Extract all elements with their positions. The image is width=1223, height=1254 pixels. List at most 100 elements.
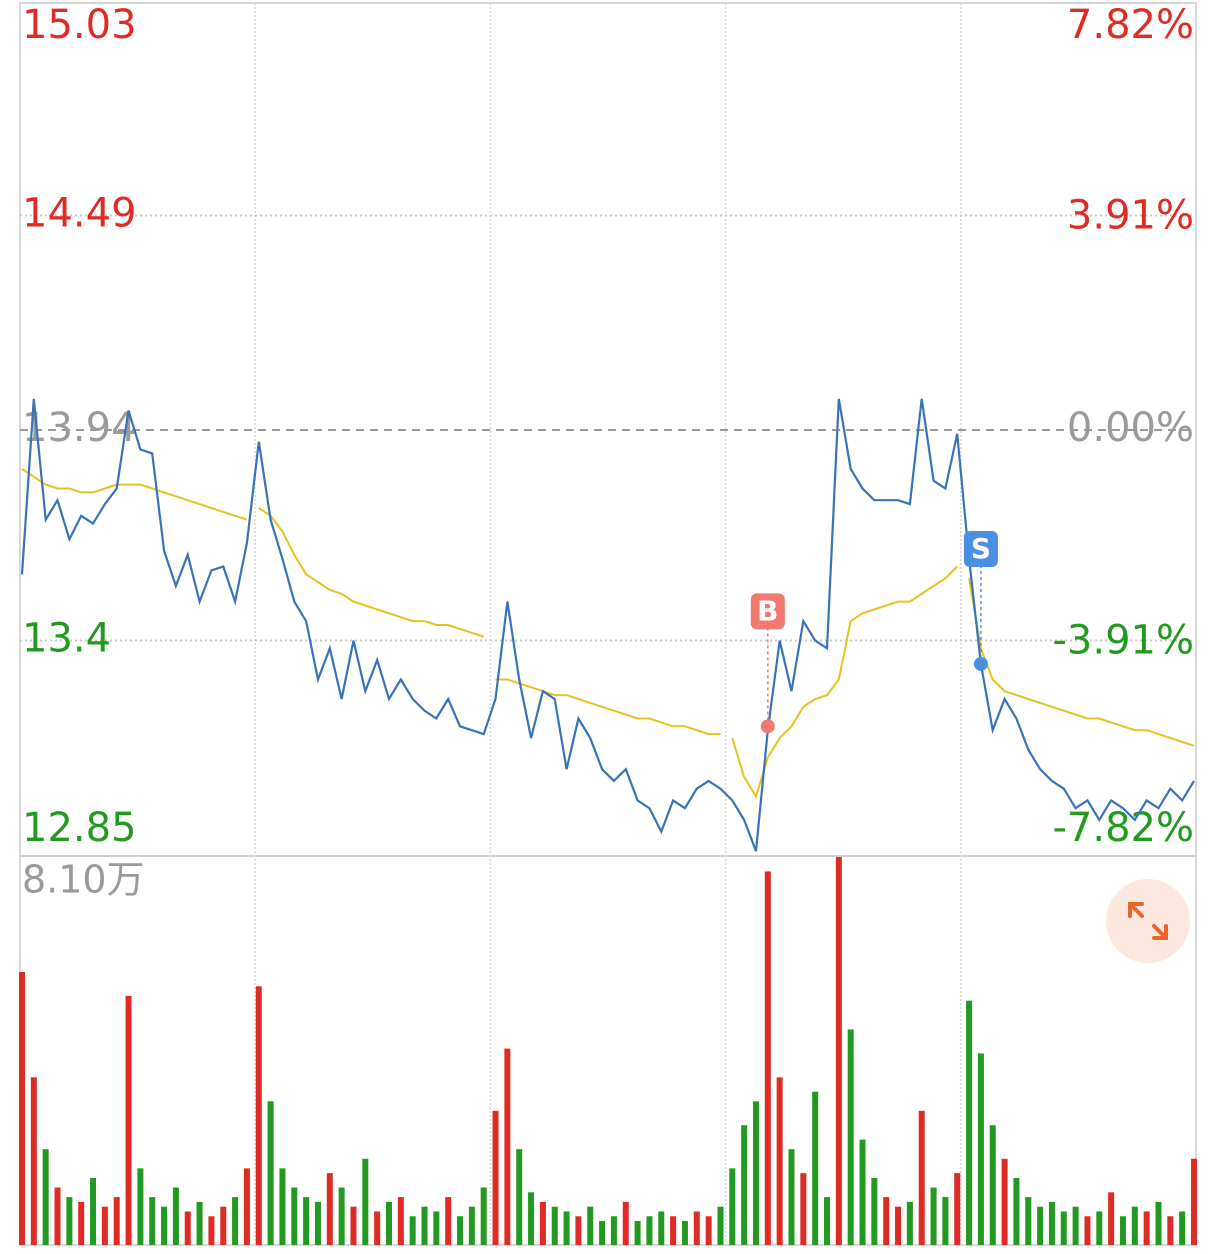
volume-bar	[243, 1168, 250, 1245]
expand-button[interactable]	[1106, 879, 1190, 963]
volume-bar	[717, 1206, 724, 1245]
volume-bar	[279, 1168, 286, 1245]
volume-tick-label: 8.10万	[22, 858, 145, 902]
volume-bar	[492, 1110, 499, 1245]
y-tick-label: 12.85	[22, 805, 137, 851]
trade-badge	[750, 593, 785, 630]
volume-bar	[1001, 1158, 1008, 1245]
volume-bar	[670, 1216, 677, 1245]
volume-bar	[622, 1201, 629, 1245]
volume-bar	[1143, 1211, 1150, 1245]
volume-bar	[942, 1197, 949, 1245]
volume-bar	[705, 1216, 712, 1245]
average-line	[968, 578, 1195, 747]
volume-bar	[729, 1168, 736, 1245]
volume-bar	[54, 1187, 61, 1245]
volume-bar	[1131, 1206, 1138, 1245]
volume-bar	[480, 1187, 487, 1245]
volume-bar	[90, 1177, 97, 1245]
volume-bar	[883, 1197, 890, 1245]
volume-bar	[1096, 1211, 1103, 1245]
volume-bar	[1025, 1197, 1032, 1245]
volume-bar	[835, 857, 842, 1245]
volume-bar	[1037, 1206, 1044, 1245]
y-tick-label: 13.4	[22, 616, 111, 662]
volume-bar	[906, 1201, 913, 1245]
y-tick-label: 14.49	[22, 191, 137, 237]
expand-bg[interactable]	[1106, 879, 1190, 963]
volume-bar	[812, 1091, 819, 1245]
volume-bar	[741, 1125, 748, 1245]
trade-badge	[963, 530, 998, 567]
volume-bar	[1167, 1216, 1174, 1245]
volume-bar	[516, 1149, 523, 1245]
volume-bar	[504, 1048, 511, 1245]
volume-bar	[1179, 1211, 1186, 1245]
volume-bar	[681, 1221, 688, 1245]
average-line	[495, 678, 721, 736]
volume-bar	[255, 986, 262, 1245]
volume-bar	[1155, 1201, 1162, 1245]
y-tick-label: 15.03	[22, 2, 137, 48]
volume-bar	[895, 1206, 902, 1245]
average-line	[21, 468, 248, 521]
volume-bar	[468, 1206, 475, 1245]
volume-bar	[303, 1197, 310, 1245]
volume-bar	[599, 1221, 606, 1245]
volume-bar	[172, 1187, 179, 1245]
trade-label: B	[757, 594, 778, 627]
volume-bar	[528, 1192, 535, 1245]
volume-bar	[752, 1101, 759, 1245]
volume-bar	[563, 1211, 570, 1245]
volume-bar	[977, 1053, 984, 1245]
expand-icon[interactable]	[1128, 902, 1168, 940]
trade-point	[760, 719, 775, 734]
volume-bar	[1013, 1177, 1020, 1245]
volume-bar	[291, 1187, 298, 1245]
volume-bar	[409, 1216, 416, 1245]
volume-bar	[137, 1168, 144, 1245]
price-line	[20, 398, 1195, 852]
volume-bar	[859, 1139, 866, 1245]
volume-bar	[184, 1211, 191, 1245]
volume-bar	[326, 1173, 333, 1245]
volume-bar	[397, 1197, 404, 1245]
volume-bar	[338, 1187, 345, 1245]
volume-bar	[1108, 1192, 1115, 1245]
volume-bar	[314, 1201, 321, 1245]
volume-bar	[208, 1216, 215, 1245]
volume-bar	[551, 1206, 558, 1245]
volume-bar	[374, 1211, 381, 1245]
volume-bar	[693, 1211, 700, 1245]
volume-bar	[764, 871, 771, 1245]
volume-bar	[19, 971, 25, 1245]
volume-bar	[954, 1173, 961, 1245]
volume-bar	[776, 1077, 783, 1245]
trade-label: S	[971, 532, 991, 565]
volume-bar	[918, 1110, 925, 1245]
volume-bar	[78, 1201, 85, 1245]
volume-bar	[646, 1216, 653, 1245]
volume-bar	[800, 1173, 807, 1245]
volume-bar	[362, 1158, 369, 1245]
y2-tick-label: 0.00%	[1067, 405, 1194, 451]
volume-bar	[161, 1206, 168, 1245]
y2-tick-label: 7.82%	[1067, 2, 1194, 48]
volume-bar	[930, 1187, 937, 1245]
frame	[19, 2, 1197, 1246]
volume-bar	[421, 1206, 428, 1245]
volume-bar	[30, 1077, 37, 1245]
volume-bar	[149, 1197, 156, 1245]
y-tick-label: 13.94	[22, 405, 137, 451]
volume-bar	[1119, 1216, 1126, 1245]
average-line	[258, 507, 485, 638]
volume-bar	[220, 1206, 227, 1245]
volume-bar	[539, 1201, 546, 1245]
volume-bar	[658, 1211, 665, 1245]
volume-bar	[1072, 1206, 1079, 1245]
volume-bar	[445, 1197, 452, 1245]
volume-bar	[113, 1197, 120, 1245]
volume-bar	[457, 1216, 464, 1245]
